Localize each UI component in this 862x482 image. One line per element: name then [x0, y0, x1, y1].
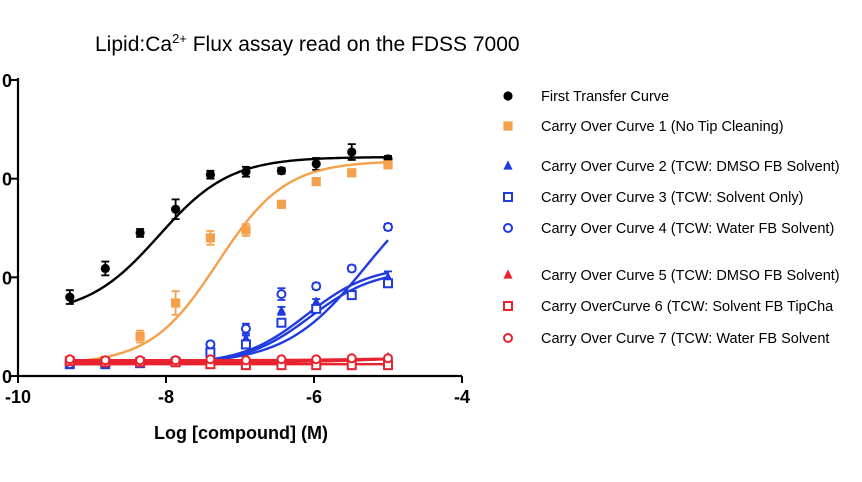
data-point: [311, 281, 322, 292]
fit-curve: [69, 271, 389, 366]
legend-item-2: Carry Over Curve 1 (No Tip Cleaning): [503, 119, 784, 135]
fit-curve: [69, 357, 389, 362]
legend-label: Carry Over Curve 1 (No Tip Cleaning): [541, 119, 784, 135]
legend-item-6: Carry Over Curve 5 (TCW: DMSO FB Solvent…: [503, 268, 840, 284]
legend-marker: [503, 192, 513, 202]
legend-item-5: Carry Over Curve 4 (TCW: Water FB Solven…: [503, 221, 834, 237]
legend-label: Carry Over Curve 4 (TCW: Water FB Solven…: [541, 221, 834, 237]
data-point: [276, 317, 287, 328]
data-point: [346, 290, 357, 301]
data-point: [205, 354, 216, 365]
x-tick-label: -4: [454, 387, 470, 407]
data-point: [311, 303, 322, 314]
y-tick-label: 0: [2, 268, 12, 288]
data-point: [240, 323, 251, 334]
data-point: [276, 289, 287, 300]
plot-area: [64, 143, 393, 371]
y-tick-label: 0: [2, 71, 12, 91]
data-point: [276, 354, 287, 365]
data-point: [135, 355, 146, 366]
data-point: [64, 354, 75, 365]
data-point: [346, 263, 357, 274]
fit-curve: [69, 161, 389, 363]
legend-marker: [503, 223, 513, 233]
y-axis: 0 0 0 0: [2, 71, 20, 387]
data-point: [171, 298, 181, 308]
series-1: [65, 143, 393, 305]
legend-label: Carry Over Curve 3 (TCW: Solvent Only): [541, 190, 803, 206]
data-point: [347, 147, 357, 157]
data-point: [241, 225, 251, 235]
legend-item-8: Carry Over Curve 7 (TCW: Water FB Solven…: [503, 331, 829, 347]
legend-marker: [503, 160, 513, 170]
legend-marker: [503, 333, 513, 343]
data-point: [100, 355, 111, 366]
data-point: [311, 177, 321, 187]
legend-label: Carry Over Curve 2 (TCW: DMSO FB Solvent…: [541, 159, 840, 175]
y-tick-label: 0: [2, 170, 12, 190]
data-point: [383, 222, 393, 233]
fit-curve: [69, 156, 389, 304]
legend: First Transfer Curve Carry Over Curve 1 (…: [503, 89, 840, 347]
legend-item-7: Carry OverCurve 6 (TCW: Solvent FB TipCh…: [503, 299, 834, 315]
data-point: [171, 204, 181, 214]
data-point: [347, 168, 357, 178]
data-point: [346, 353, 357, 364]
legend-label: Carry OverCurve 6 (TCW: Solvent FB TipCh…: [541, 299, 834, 315]
series-8: [64, 353, 393, 366]
legend-marker: [503, 301, 513, 311]
data-point: [240, 355, 251, 366]
legend-marker: [503, 91, 513, 101]
data-point: [205, 339, 216, 350]
data-point: [383, 160, 393, 170]
series-3: [65, 270, 393, 368]
data-point: [383, 353, 393, 364]
x-axis-label: Log [compound] (M): [154, 423, 328, 443]
legend-label: First Transfer Curve: [541, 89, 669, 105]
x-tick-label: -6: [306, 387, 322, 407]
legend-label: Carry Over Curve 5 (TCW: DMSO FB Solvent…: [541, 268, 840, 284]
x-tick-label: -10: [5, 387, 31, 407]
data-point: [276, 305, 287, 315]
x-axis: -10 -8 -6 -4: [5, 374, 470, 407]
data-point: [135, 228, 145, 238]
data-point: [65, 292, 75, 302]
data-point: [240, 339, 251, 350]
data-point: [205, 233, 215, 243]
data-point: [100, 263, 110, 274]
data-point: [135, 331, 145, 342]
legend-marker: [503, 121, 513, 131]
chart-title: Lipid:Ca2+ Flux assay read on the FDSS 7…: [95, 31, 520, 56]
data-point: [311, 296, 321, 306]
data-point: [311, 354, 322, 365]
legend-label: Carry Over Curve 7 (TCW: Water FB Solven…: [541, 331, 829, 347]
data-point: [276, 199, 287, 209]
x-tick-label: -8: [158, 387, 174, 407]
legend-item-1: First Transfer Curve: [503, 89, 669, 105]
series-2: [65, 160, 393, 366]
data-point: [241, 167, 251, 177]
data-point: [205, 170, 215, 180]
data-point: [276, 166, 287, 176]
data-point: [383, 278, 393, 289]
fit-curve: [69, 357, 389, 364]
legend-item-3: Carry Over Curve 2 (TCW: DMSO FB Solvent…: [503, 159, 840, 175]
data-point: [170, 355, 181, 366]
legend-marker: [503, 269, 513, 279]
data-point: [311, 159, 321, 169]
y-tick-label: 0: [2, 367, 12, 387]
legend-item-4: Carry Over Curve 3 (TCW: Solvent Only): [503, 190, 803, 206]
fit-curve: [69, 239, 389, 366]
